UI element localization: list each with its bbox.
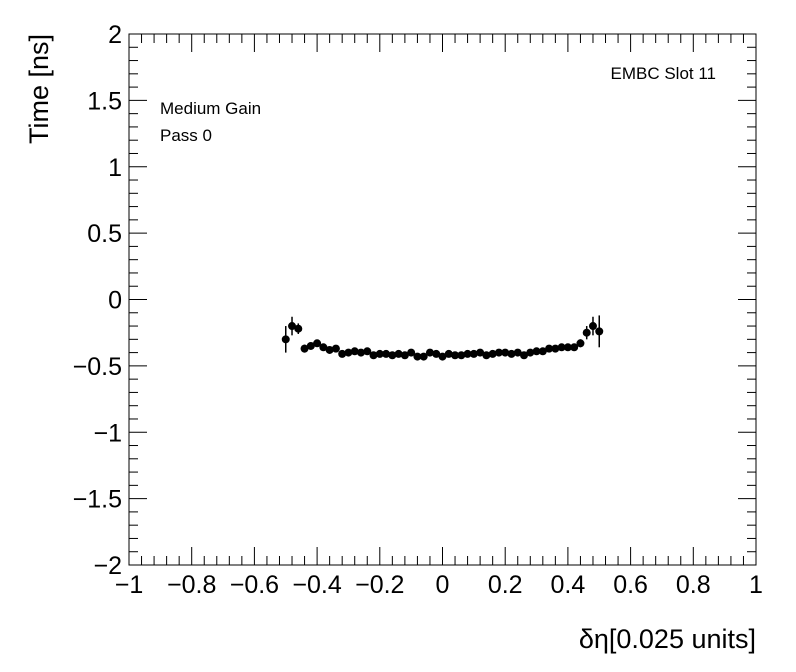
data-point: [469, 349, 478, 358]
data-point: [306, 341, 315, 350]
y-tick-labels: −2 −1.5 −1 −0.5 0 0.5 1 1.5 2: [73, 21, 122, 580]
x-tick-label: 0.8: [676, 571, 711, 599]
data-point: [463, 349, 472, 358]
minor-ticks: [128, 33, 757, 566]
data-point: [532, 347, 541, 356]
data-point: [444, 349, 453, 358]
data-point: [382, 349, 391, 358]
y-tick-label: −1: [93, 419, 122, 447]
x-tick-label: −0.8: [167, 571, 216, 599]
data-point: [375, 349, 384, 358]
data-point: [407, 348, 416, 357]
data-point: [288, 322, 297, 331]
y-tick-label: 1: [108, 154, 122, 182]
data-point: [350, 347, 359, 356]
data-point: [563, 343, 572, 352]
y-tick-label: −2: [93, 552, 122, 580]
data-point: [338, 349, 347, 358]
data-point: [507, 349, 516, 358]
data-point: [413, 352, 422, 361]
x-tick-label: 0.6: [613, 571, 648, 599]
annotation-gain: Medium Gain: [160, 99, 261, 118]
data-point: [313, 339, 322, 348]
data-point: [526, 348, 535, 357]
x-tick-label: 0.4: [551, 571, 586, 599]
y-tick-label: −0.5: [73, 353, 122, 381]
data-point: [344, 348, 353, 357]
annotation-pass: Pass 0: [160, 126, 212, 145]
y-tick-label: 2: [108, 21, 122, 49]
y-tick-label: −1.5: [73, 486, 122, 514]
data-point: [394, 349, 403, 358]
data-point: [582, 328, 591, 337]
data-point: [538, 347, 547, 356]
data-point: [294, 324, 303, 333]
data-point: [513, 348, 522, 357]
data-point: [545, 344, 554, 353]
x-tick-label: 0.2: [488, 571, 523, 599]
data-point: [356, 348, 365, 357]
data-point: [281, 335, 290, 344]
data-point: [501, 348, 510, 357]
data-point: [319, 343, 328, 352]
data-point: [588, 322, 597, 331]
data-point: [425, 348, 434, 357]
data-point: [432, 349, 441, 358]
x-tick-label: −0.2: [355, 571, 404, 599]
data-point: [494, 348, 503, 357]
x-tick-label: −0.4: [292, 571, 341, 599]
y-tick-label: 0: [108, 287, 122, 315]
x-tick-label: 0: [436, 571, 450, 599]
y-tick-label: 0.5: [87, 220, 122, 248]
data-point: [363, 347, 372, 356]
x-tick-label: −0.6: [230, 571, 279, 599]
data-point: [576, 339, 585, 348]
data-point: [520, 351, 529, 360]
data-point: [488, 349, 497, 358]
x-tick-label: −1: [115, 571, 144, 599]
data-point: [331, 344, 340, 353]
data-point: [400, 351, 409, 360]
data-points: [281, 315, 604, 361]
data-point: [457, 351, 466, 360]
data-point: [369, 351, 378, 360]
x-axis-title: δη[0.025 units]: [579, 624, 756, 654]
data-point: [551, 344, 560, 353]
data-point: [570, 343, 579, 352]
y-axis-title: Time [ns]: [24, 34, 54, 144]
data-point: [388, 351, 397, 360]
data-point: [300, 344, 309, 353]
data-point: [438, 352, 447, 361]
data-point: [325, 345, 334, 354]
y-tick-label: 1.5: [87, 87, 122, 115]
x-tick-label: 1: [749, 571, 763, 599]
x-tick-labels: −1 −0.8 −0.6 −0.4 −0.2 0 0.2 0.4 0.6 0.8 1: [115, 571, 763, 599]
data-point: [476, 348, 485, 357]
data-point: [419, 352, 428, 361]
data-point: [557, 343, 566, 352]
annotation-slot: EMBC Slot 11: [610, 64, 716, 83]
data-point: [451, 351, 460, 360]
data-point: [595, 327, 604, 336]
data-point: [482, 351, 491, 360]
